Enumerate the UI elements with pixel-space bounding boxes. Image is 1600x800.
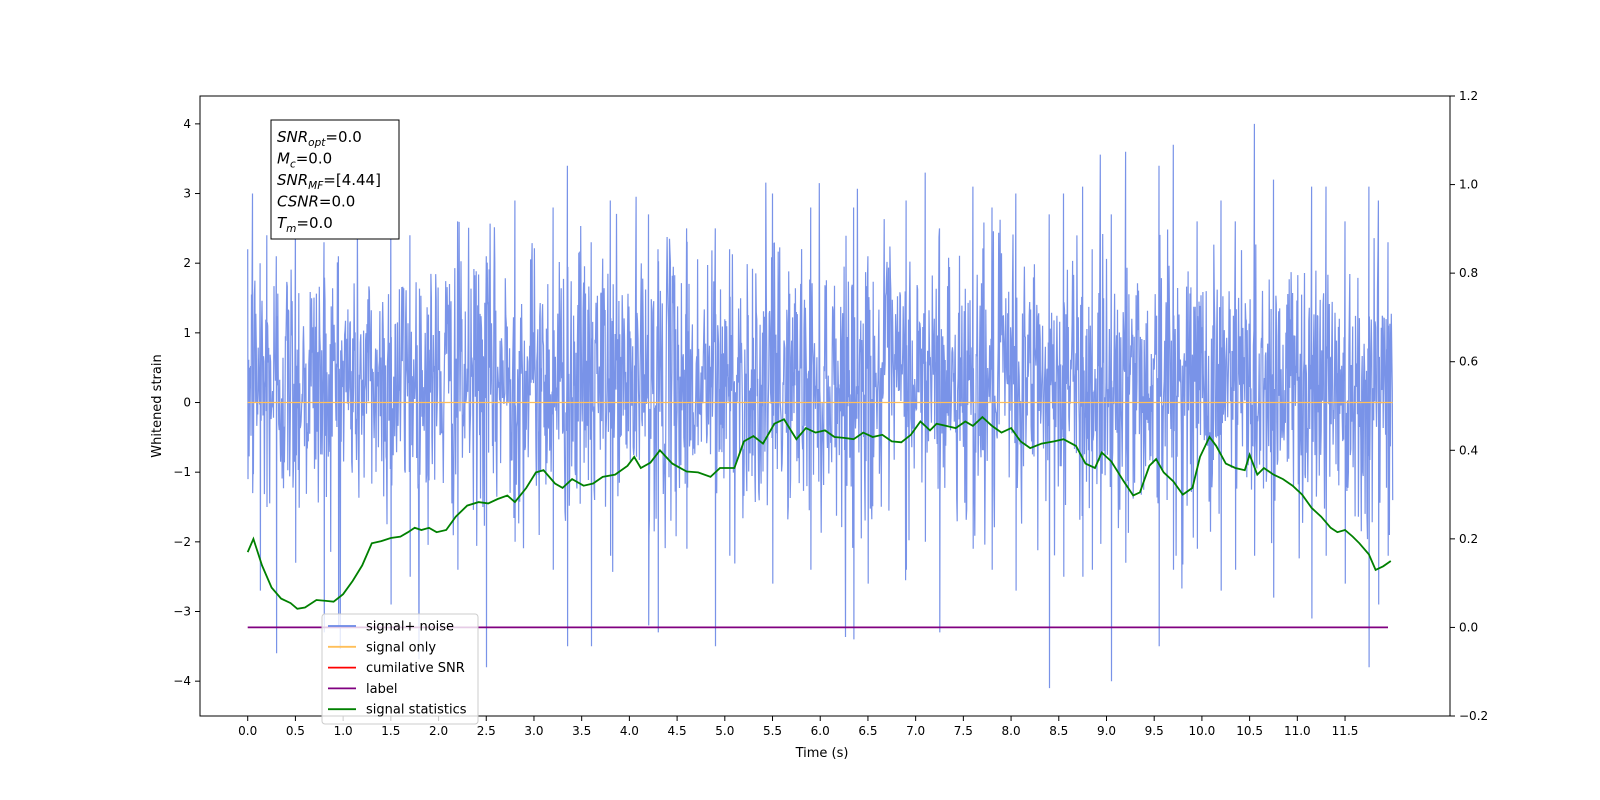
- x-axis: 0.0 0.5 1.0 1.5 2.0 2.5 3.0 3.5 4.0 4.5 5.0 5.5 6.0 6…: [238, 716, 1358, 738]
- x-tick-label: 2.5: [477, 724, 496, 738]
- x-tick-label: 8.0: [1002, 724, 1021, 738]
- x-tick-label: 11.0: [1284, 724, 1311, 738]
- x-tick-label: 5.5: [763, 724, 782, 738]
- legend-frame: [321, 613, 479, 725]
- y-tick-label: 2: [183, 256, 191, 270]
- x-tick-label: 7.0: [906, 724, 925, 738]
- x-tick-label: 5.0: [715, 724, 734, 738]
- y-tick-label: 3: [183, 187, 191, 201]
- annotation-line: SNRMF=[4.44]: [277, 171, 381, 192]
- y-tick-label: 4: [183, 117, 191, 131]
- legend-label: signal statistics: [366, 703, 467, 718]
- annotation-box-frame: [270, 119, 400, 240]
- y2-tick-label: 0.6: [1459, 355, 1478, 369]
- x-tick-label: 6.0: [811, 724, 830, 738]
- series-line-signal-statistics: [246, 415, 1392, 610]
- x-tick-label: 2.0: [429, 724, 448, 738]
- y2-tick-label: 0.8: [1459, 266, 1478, 280]
- x-tick-label: 7.5: [954, 724, 973, 738]
- x-tick-label: 3.5: [572, 724, 591, 738]
- x-tick-label: 0.5: [286, 724, 305, 738]
- y-tick-label: 1: [183, 326, 191, 340]
- x-axis-label: Time (s): [795, 746, 849, 761]
- y2-tick-label: 0.0: [1459, 620, 1478, 634]
- x-tick-label: 9.5: [1145, 724, 1164, 738]
- y-axis-right: 1.2 1.0 0.8 0.6 0.4 0.2 0.0 −0.2: [1450, 89, 1488, 723]
- x-tick-label: 10.0: [1189, 724, 1216, 738]
- y2-tick-label: 0.4: [1459, 443, 1478, 457]
- y-tick-label: 0: [183, 396, 191, 410]
- legend-label: cumilative SNR: [366, 661, 465, 676]
- x-tick-label: 1.5: [381, 724, 400, 738]
- y-axis-left: 4 3 2 1 0 −1 −2 −3 −4: [173, 117, 200, 688]
- x-tick-label: 0.0: [238, 724, 257, 738]
- y-axis-label: Whitened strain: [150, 354, 165, 457]
- x-tick-label: 4.5: [668, 724, 687, 738]
- legend-label: signal only: [366, 640, 436, 655]
- y2-tick-label: 1.0: [1459, 178, 1478, 192]
- x-tick-label: 8.5: [1049, 724, 1068, 738]
- plot-area: [246, 123, 1394, 689]
- x-tick-label: 6.5: [858, 724, 877, 738]
- annotation-line: Tm=0.0: [277, 214, 333, 235]
- y2-tick-label: 1.2: [1459, 89, 1478, 103]
- y-tick-label: −4: [173, 674, 191, 688]
- annotation-line: Mc=0.0: [277, 150, 332, 171]
- legend-label: signal+ noise: [366, 620, 454, 635]
- annotation-line: CSNR=0.0: [277, 193, 355, 211]
- annotation-line: SNRopt=0.0: [277, 128, 362, 149]
- y-tick-label: −1: [173, 465, 191, 479]
- y-tick-label: −3: [173, 605, 191, 619]
- series-line-signal-noise: [247, 123, 1394, 689]
- x-tick-label: 1.0: [334, 724, 353, 738]
- y-tick-label: −2: [173, 535, 191, 549]
- x-tick-label: 11.5: [1332, 724, 1359, 738]
- y2-tick-label: −0.2: [1459, 709, 1488, 723]
- x-tick-label: 9.0: [1097, 724, 1116, 738]
- axes-frame: [199, 95, 1451, 717]
- legend-label: label: [366, 682, 397, 697]
- x-tick-label: 3.0: [524, 724, 543, 738]
- y2-tick-label: 0.2: [1459, 532, 1478, 546]
- x-tick-label: 4.0: [620, 724, 639, 738]
- legend: signal+ noise signal only cumilative SNR la…: [321, 613, 479, 725]
- x-tick-label: 10.5: [1236, 724, 1263, 738]
